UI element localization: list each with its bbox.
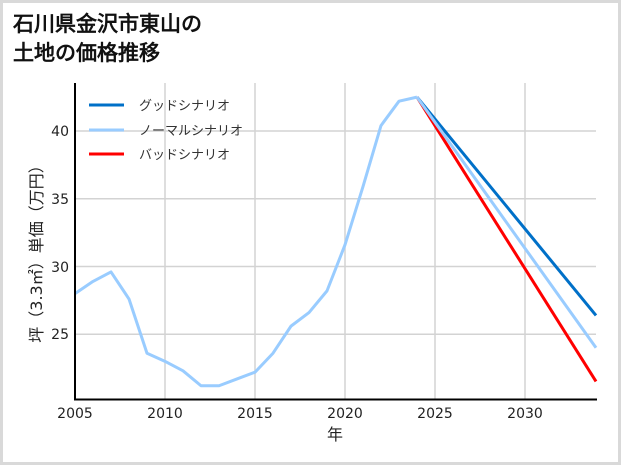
historical-price-line [74, 95, 418, 388]
x-axis-label: 年 [327, 425, 343, 444]
good-scenario-line [415, 96, 598, 317]
y-tick-label: 25 [51, 327, 69, 343]
x-tick-label: 2015 [237, 406, 273, 422]
data-lines [74, 95, 598, 388]
bad-scenario-line [415, 96, 598, 383]
y-tick-label: 35 [51, 192, 69, 208]
legend-label-bad: バッドシナリオ [139, 148, 230, 163]
legend-label-normal: ノーマルシナリオ [139, 124, 243, 139]
x-tick-label: 2010 [147, 406, 183, 422]
x-tick-label: 2020 [327, 406, 363, 422]
y-axis-label: 坪（3.3㎡）単価（万円） [27, 157, 46, 342]
legend-label-good: グッドシナリオ [139, 99, 230, 114]
legend: グッドシナリオ ノーマルシナリオ バッドシナリオ [89, 99, 243, 163]
x-tick-label: 2030 [507, 406, 543, 422]
y-tick-label: 30 [51, 260, 69, 276]
y-tick-label: 40 [51, 124, 69, 140]
x-tick-labels: 2005 2010 2015 2020 2025 2030 [57, 406, 543, 422]
chart-title-line2: 土地の価格推移 [13, 41, 160, 65]
chart-title-line1: 石川県金沢市東山の [13, 12, 202, 36]
x-tick-label: 2025 [417, 406, 453, 422]
normal-scenario-line [415, 96, 598, 349]
chart-title: 石川県金沢市東山の 土地の価格推移 [13, 10, 202, 68]
x-tick-label: 2005 [57, 406, 93, 422]
y-tick-labels: 25 30 35 40 [51, 124, 69, 343]
grid [75, 83, 596, 399]
